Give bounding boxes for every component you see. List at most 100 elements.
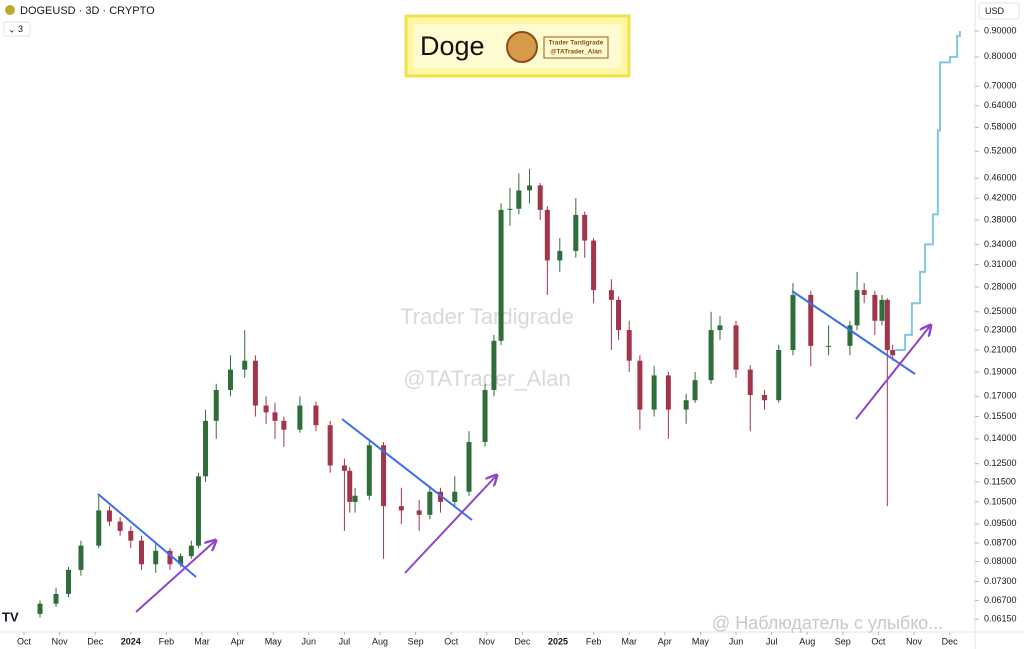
candle-body [352, 495, 358, 502]
x-tick-label: Aug [372, 636, 388, 646]
arrow [855, 326, 930, 420]
candle-body [651, 375, 657, 410]
candle-body [252, 360, 258, 406]
x-tick-label: Feb [159, 636, 175, 646]
candle-body [733, 325, 739, 370]
x-tick-label: Mar [194, 636, 210, 646]
candle-body [366, 445, 372, 496]
y-tick-label: 0.58000 [984, 122, 1017, 132]
candle-body [890, 350, 896, 356]
candle-body [491, 340, 497, 390]
x-tick-label: May [265, 636, 283, 646]
candle-body [178, 556, 184, 565]
y-tick-label: 0.17000 [984, 391, 1017, 401]
candle-body [616, 299, 622, 331]
y-tick-label: 0.19000 [984, 366, 1017, 376]
candle-body [692, 380, 698, 401]
candle-body [776, 350, 782, 401]
candle-body [203, 420, 209, 477]
candle-body [498, 209, 504, 341]
candle-body [188, 545, 194, 557]
x-tick-label: Apr [231, 636, 245, 646]
candle-body [167, 550, 173, 565]
candle-body [327, 425, 333, 466]
candle-body [341, 465, 347, 471]
y-tick-label: 0.08000 [984, 556, 1017, 566]
x-tick-label: Nov [52, 636, 69, 646]
x-tick-label: 2025 [548, 636, 568, 646]
x-tick-label: Dec [942, 636, 959, 646]
candle-body [665, 375, 671, 410]
x-tick-label: Jul [766, 636, 778, 646]
x-tick-label: May [692, 636, 710, 646]
y-tick-label: 0.31000 [984, 259, 1017, 269]
y-tick-label: 0.34000 [984, 239, 1017, 249]
y-tick-label: 0.15500 [984, 411, 1017, 421]
candle-body [138, 540, 144, 565]
x-tick-label: Oct [444, 636, 459, 646]
candle-body [427, 491, 433, 515]
y-tick-label: 0.52000 [984, 146, 1017, 156]
x-tick-label: Sep [835, 636, 851, 646]
y-tick-label: 0.09500 [984, 518, 1017, 528]
y-tick-label: 0.70000 [984, 81, 1017, 91]
y-tick-label: 0.25000 [984, 306, 1017, 316]
candle-body [297, 405, 303, 430]
currency-button[interactable] [978, 2, 1020, 20]
y-tick-label: 0.21000 [984, 344, 1017, 354]
y-tick-label: 0.38000 [984, 214, 1017, 224]
candle-body [854, 290, 860, 326]
y-tick-label: 0.07300 [984, 576, 1017, 586]
candle-body [195, 476, 201, 546]
candle-body [313, 405, 319, 426]
candle-body [826, 345, 832, 347]
candle-body [53, 593, 59, 604]
x-tick-label: Nov [479, 636, 496, 646]
x-tick-label: 2024 [121, 636, 141, 646]
y-tick-label: 0.06700 [984, 595, 1017, 605]
candle-body [242, 360, 248, 370]
candle-body [884, 299, 890, 351]
x-tick-label: Oct [17, 636, 32, 646]
candle-body [65, 569, 71, 594]
symbol-icon [5, 5, 15, 15]
y-tick-label: 0.08700 [984, 538, 1017, 548]
x-tick-label: Mar [621, 636, 637, 646]
arrow [135, 541, 215, 613]
candle-body [106, 510, 112, 522]
candle-body [717, 325, 723, 331]
trendline [341, 418, 473, 521]
candle-body [537, 185, 543, 210]
candle-body [626, 330, 632, 361]
candle-body [272, 412, 278, 421]
watermark-name: Trader Tardigrade [400, 304, 574, 329]
candle-body [117, 521, 123, 531]
x-tick-label: Apr [658, 636, 672, 646]
indicator-toggle[interactable] [3, 21, 31, 37]
y-tick-label: 0.10500 [984, 496, 1017, 506]
candle-body [747, 369, 753, 396]
candle-body [128, 530, 134, 541]
y-tick-label: 0.23000 [984, 324, 1017, 334]
candle-body [438, 491, 444, 502]
candle-body [527, 185, 533, 191]
candle-body [96, 510, 102, 546]
tv-logo: TV [2, 609, 19, 624]
y-tick-label: 0.42000 [984, 192, 1017, 202]
y-tick-label: 0.90000 [984, 25, 1017, 35]
candle-body [557, 250, 563, 261]
candle-body [78, 545, 84, 570]
x-tick-label: Feb [586, 636, 602, 646]
candle-body [683, 400, 689, 410]
x-tick-label: Aug [799, 636, 815, 646]
y-tick-label: 0.28000 [984, 281, 1017, 291]
candle-body [416, 510, 422, 515]
candle-body [573, 214, 579, 251]
arrow [404, 476, 496, 574]
footer-watermark: @ Наблюдатель с улыбко... [712, 613, 943, 633]
x-tick-label: Jun [729, 636, 744, 646]
candle-body [861, 290, 867, 295]
logo-icon [506, 31, 538, 63]
projection-line [895, 31, 961, 352]
